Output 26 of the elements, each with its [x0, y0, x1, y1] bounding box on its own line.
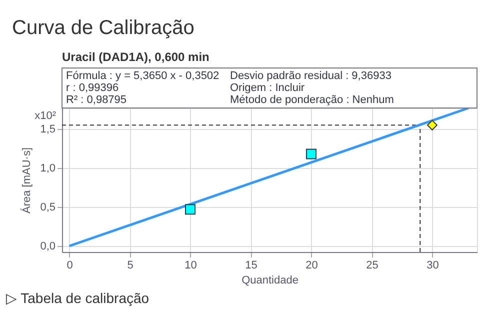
text: Desvio padrão residual : 9,36933 [230, 70, 392, 82]
x-tick-label: 25 [366, 260, 378, 272]
x-tick-label: 10 [184, 260, 197, 272]
point [185, 204, 196, 215]
text: Fórmula : y = 5,3650 x - 0,3502 [66, 70, 220, 82]
y-tick-label: 0,0 [40, 240, 56, 252]
x-tick-label: 5 [127, 260, 134, 272]
x-tick-label: 15 [245, 260, 258, 272]
x-tick-label: 0 [66, 260, 73, 272]
text: ▷ Tabela de calibração [6, 290, 150, 306]
text: x10² [34, 110, 56, 122]
y-tick-label: 1,0 [40, 162, 56, 175]
text: R² : 0,98795 [66, 94, 127, 106]
chart-subtitle: Uracil (DAD1A), 0,600 min [62, 50, 210, 64]
x-axis-title: Quantidade [242, 274, 298, 286]
point [426, 120, 438, 130]
text: Origem : Incluir [230, 82, 305, 94]
chart-title: Curva de Calibração [12, 17, 194, 39]
point [306, 148, 316, 160]
x-tick-label: 30 [426, 260, 439, 272]
text: r : 0,99396 [66, 82, 119, 94]
y-axis-title: Área [mAU·s] [20, 147, 34, 214]
y-tick-label: 1,5 [40, 124, 56, 136]
y-tick-label: 0,5 [40, 202, 56, 214]
x-tick-label: 20 [306, 260, 318, 272]
text: Método de ponderação : Nenhum [230, 94, 394, 106]
